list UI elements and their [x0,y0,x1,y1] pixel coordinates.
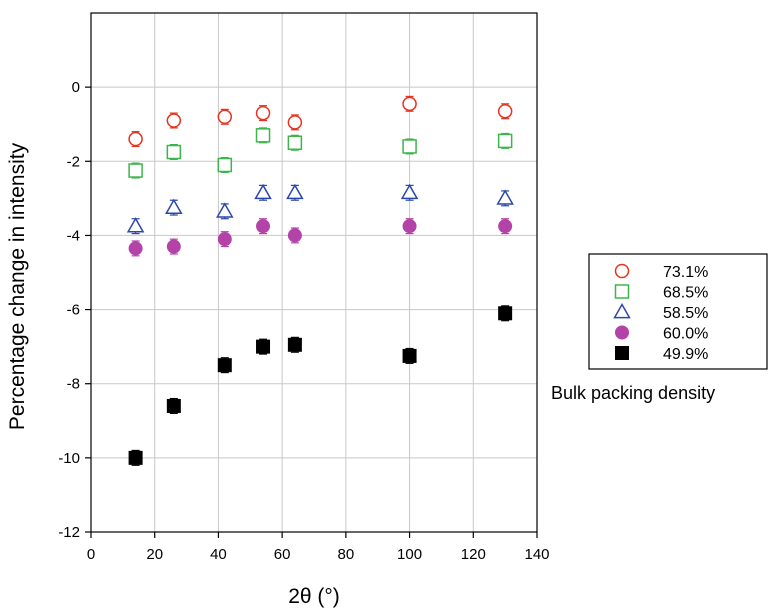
data-point [402,219,417,234]
data-point [217,157,233,173]
data-point [498,306,513,321]
data-point [287,228,302,243]
legend-label: 49.9% [663,346,708,363]
series-3 [128,218,513,257]
legend-label: 60.0% [663,326,708,343]
data-point [128,450,143,465]
data-point [166,398,181,413]
y-tick-label: -6 [67,302,80,319]
data-point [287,135,303,150]
data-point [216,202,234,218]
series-4 [128,305,513,466]
x-tick-label: 0 [87,546,95,563]
legend-marker [614,284,630,299]
legend-marker [613,303,631,319]
data-point [128,241,143,256]
data-point [255,128,271,143]
data-point [497,103,513,119]
data-point [402,348,417,363]
grid [91,13,537,532]
y-tick-label: -10 [58,450,80,467]
data-point [217,358,232,373]
series-1 [128,127,513,179]
data-point [128,163,143,178]
legend-label: 73.1% [663,264,708,281]
y-axis-label: Percentage change in intensity [6,142,29,430]
data-point [402,139,417,154]
y-tick-label: -4 [67,227,80,244]
x-tick-label: 80 [338,546,355,563]
data-point [287,337,302,352]
y-tick-label: 0 [72,79,80,96]
data-point [166,239,181,254]
legend: 73.1% 68.5% 58.5% 60.0% 49.9% [588,253,768,370]
data-point [496,189,514,205]
legend-marker [615,325,629,340]
data-point [217,109,233,125]
data-point [256,219,271,234]
data-point [217,232,232,247]
data-point [286,183,304,200]
x-tick-label: 100 [397,546,422,563]
series-0 [128,95,513,148]
x-tick-label: 140 [524,546,549,563]
data-point [255,105,271,121]
data-point [256,339,271,354]
plot-frame [90,12,538,533]
y-tick-label: -12 [58,524,80,541]
data-point [126,217,145,233]
legend-note: Bulk packing density [551,383,715,403]
axis-ticks: 0 20 40 60 80 100 120 140 -12 -10 -8 -6 -4 -2 0 [58,79,549,563]
data-point [128,131,143,147]
data-point [254,183,272,200]
data-point [166,144,182,160]
legend-label: 58.5% [663,305,708,322]
x-tick-label: 60 [274,546,291,563]
data-point [287,115,303,130]
data-point [498,219,513,234]
data-point [497,133,513,149]
y-tick-label: -2 [67,153,80,170]
x-tick-label: 20 [146,546,163,563]
legend-marker [615,346,629,360]
legend-label: 68.5% [663,285,708,302]
data-point [165,198,183,214]
legend-marker [614,263,630,279]
x-tick-label: 40 [210,546,227,563]
x-tick-label: 120 [461,546,486,563]
data-point [400,183,419,200]
y-tick-label: -8 [67,376,80,393]
x-axis-label: 2θ (°) [288,585,340,608]
data-marks [126,95,514,466]
data-point [166,113,182,128]
series-2 [126,183,514,235]
data-point [402,96,417,112]
